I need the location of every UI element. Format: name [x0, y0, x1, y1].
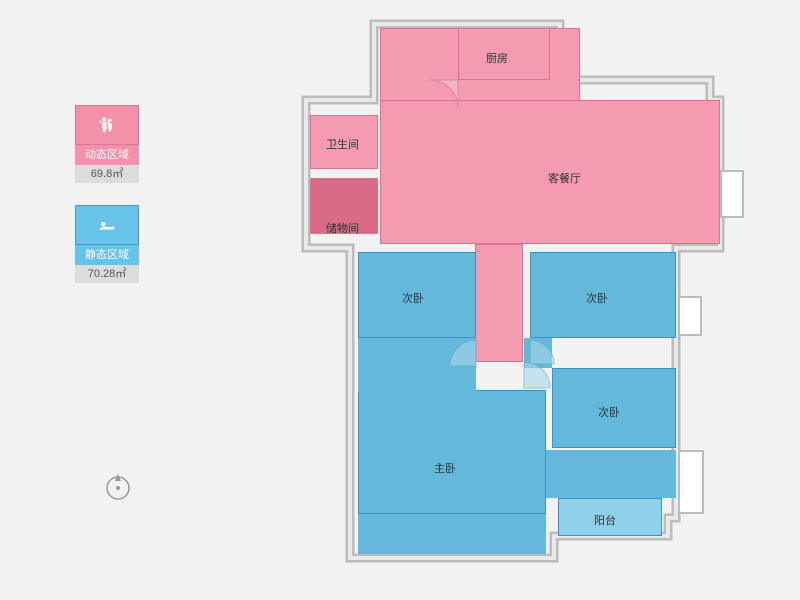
label-bedroom-2b: 次卧	[586, 290, 608, 306]
legend-dynamic-value: 69.8㎡	[75, 165, 139, 183]
room-living-corridor	[475, 244, 523, 362]
sleep-icon	[96, 214, 118, 236]
exterior-niche-2	[678, 296, 702, 336]
label-balcony: 阳台	[594, 512, 616, 528]
legend-static: 静态区域 70.28㎡	[75, 205, 139, 283]
label-bedroom-2c: 次卧	[598, 404, 620, 420]
label-kitchen: 厨房	[486, 50, 508, 66]
label-storage: 储物间	[326, 220, 359, 236]
floorplan: 厨房 卫生间 储物间 客餐厅 次卧 次卧 卫生间 次卧 主卧 阳台	[280, 20, 728, 576]
exterior-step	[678, 450, 704, 514]
legend-static-icon-box	[75, 205, 139, 245]
legend-panel: 动态区域 69.8㎡ 静态区域 70.28㎡	[75, 105, 139, 305]
exterior-niche-1	[720, 170, 744, 218]
legend-dynamic: 动态区域 69.8㎡	[75, 105, 139, 183]
label-bathroom-1: 卫生间	[326, 136, 359, 152]
label-living: 客餐厅	[548, 170, 581, 186]
compass-icon	[100, 468, 136, 509]
label-bedroom-2a: 次卧	[402, 290, 424, 306]
room-master-bedroom	[358, 390, 546, 514]
legend-static-value: 70.28㎡	[75, 265, 139, 283]
people-icon	[96, 114, 118, 136]
label-master-bedroom: 主卧	[434, 460, 456, 476]
legend-dynamic-icon-box	[75, 105, 139, 145]
legend-static-label: 静态区域	[75, 245, 139, 265]
legend-dynamic-label: 动态区域	[75, 145, 139, 165]
